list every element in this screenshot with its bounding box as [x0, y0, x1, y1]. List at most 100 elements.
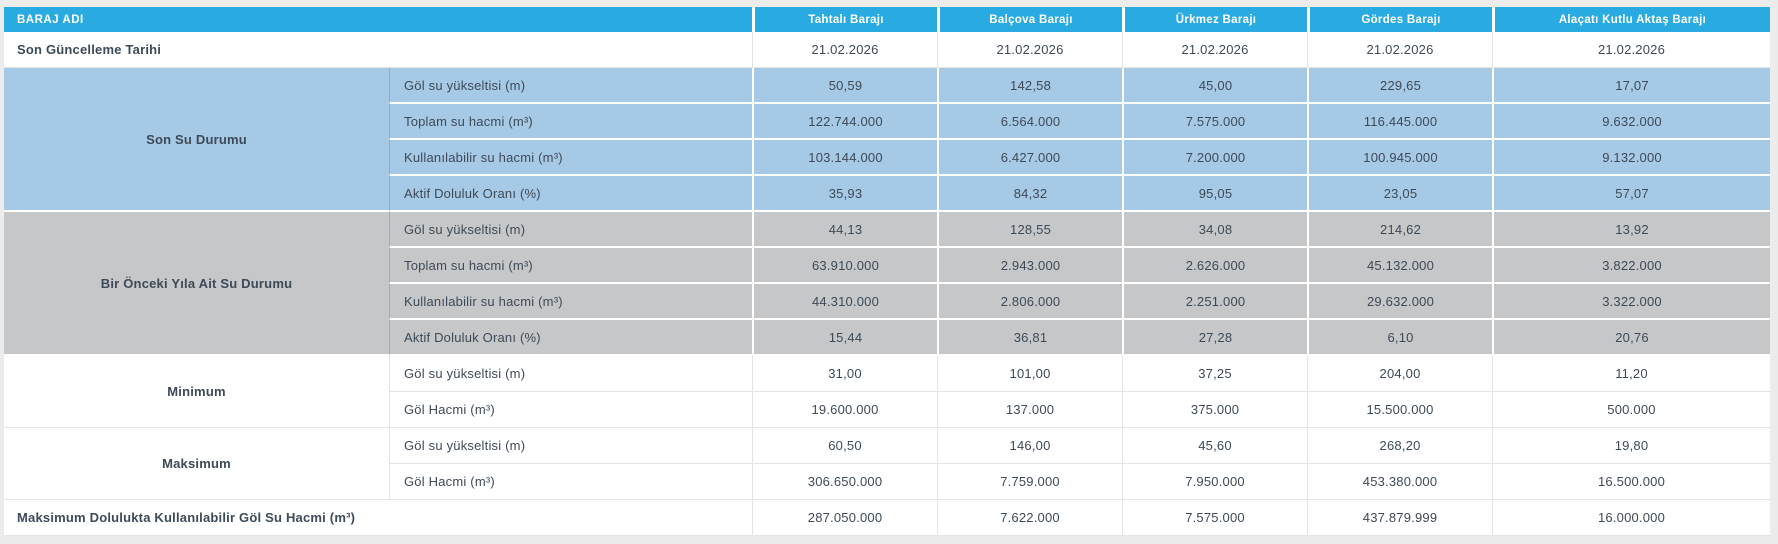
metric-value: 453.380.000	[1307, 464, 1493, 500]
metric-value: 95,05	[1122, 176, 1308, 212]
metric-row: Son Su Durumu Göl su yükseltisi (m) 50,59 1…	[4, 68, 1770, 212]
metric-value: 128,55	[937, 212, 1123, 248]
section-label: Son Su Durumu	[4, 68, 389, 212]
metric-row: Minimum Göl su yükseltisi (m) 31,00 101,00 3…	[4, 356, 1770, 428]
last-update-value: 21.02.2026	[752, 32, 938, 68]
metric-value: 6.564.000	[937, 104, 1123, 140]
metric-label: Göl Hacmi (m³)	[389, 464, 753, 500]
last-update-value: 21.02.2026	[1492, 32, 1770, 68]
footer-row: Maksimum Dolulukta Kullanılabilir Göl Su…	[4, 500, 1770, 536]
metric-value: 146,00	[937, 428, 1123, 464]
metric-value: 6.427.000	[937, 140, 1123, 176]
metric-label: Göl Hacmi (m³)	[389, 392, 753, 428]
metric-value: 9.632.000	[1492, 104, 1770, 140]
metric-row: Bir Önceki Yıla Ait Su Durumu Göl su yüks…	[4, 212, 1770, 356]
metric-value: 84,32	[937, 176, 1123, 212]
metric-value: 27,28	[1122, 320, 1308, 356]
metric-value: 15.500.000	[1307, 392, 1493, 428]
metric-row: Toplam su hacmi (m³) 122.744.000 6.564.000…	[4, 104, 1770, 140]
footer-value: 7.622.000	[937, 500, 1123, 536]
metric-value: 17,07	[1492, 68, 1770, 104]
dam-column-header: Alaçatı Kutlu Aktaş Barajı	[1492, 7, 1770, 32]
metric-value: 60,50	[752, 428, 938, 464]
metric-value: 57,07	[1492, 176, 1770, 212]
metric-value: 23,05	[1307, 176, 1493, 212]
section-label: Minimum	[4, 356, 389, 428]
last-update-value: 21.02.2026	[1122, 32, 1308, 68]
metric-value: 122.744.000	[752, 104, 938, 140]
metric-value: 229,65	[1307, 68, 1493, 104]
metric-row: Kullanılabilir su hacmi (m³) 44.310.000 2.…	[4, 284, 1770, 320]
last-update-value: 21.02.2026	[1307, 32, 1493, 68]
metric-label: Kullanılabilir su hacmi (m³)	[389, 140, 753, 176]
metric-value: 45,00	[1122, 68, 1308, 104]
footer-value: 7.575.000	[1122, 500, 1308, 536]
metric-label: Kullanılabilir su hacmi (m³)	[389, 284, 753, 320]
metric-label: Aktif Doluluk Oranı (%)	[389, 176, 753, 212]
metric-value: 214,62	[1307, 212, 1493, 248]
metric-row: Maksimum Göl su yükseltisi (m) 60,50 146,00…	[4, 428, 1770, 500]
metric-value: 6,10	[1307, 320, 1493, 356]
metric-value: 116.445.000	[1307, 104, 1493, 140]
metric-value: 7.759.000	[937, 464, 1123, 500]
dam-column-header: Ürkmez Barajı	[1122, 7, 1308, 32]
metric-value: 31,00	[752, 356, 938, 392]
metric-value: 2.806.000	[937, 284, 1123, 320]
metric-value: 2.626.000	[1122, 248, 1308, 284]
metric-value: 7.575.000	[1122, 104, 1308, 140]
metric-label: Toplam su hacmi (m³)	[389, 104, 753, 140]
footer-value: 287.050.000	[752, 500, 938, 536]
footer-value: 16.000.000	[1492, 500, 1770, 536]
metric-value: 268,20	[1307, 428, 1493, 464]
metric-value: 7.200.000	[1122, 140, 1308, 176]
metric-value: 45.132.000	[1307, 248, 1493, 284]
metric-label: Göl su yükseltisi (m)	[389, 356, 753, 392]
metric-value: 2.251.000	[1122, 284, 1308, 320]
last-update-row: Son Güncelleme Tarihi 21.02.2026 21.02.202…	[4, 32, 1770, 68]
metric-label: Göl su yükseltisi (m)	[389, 212, 753, 248]
metric-label: Göl su yükseltisi (m)	[389, 428, 753, 464]
dam-column-header: Gördes Barajı	[1307, 7, 1493, 32]
metric-value: 3.822.000	[1492, 248, 1770, 284]
metric-value: 19,80	[1492, 428, 1770, 464]
metric-value: 35,93	[752, 176, 938, 212]
metric-value: 29.632.000	[1307, 284, 1493, 320]
metric-value: 45,60	[1122, 428, 1308, 464]
metric-value: 2.943.000	[937, 248, 1123, 284]
metric-value: 103.144.000	[752, 140, 938, 176]
metric-value: 11,20	[1492, 356, 1770, 392]
table-header-row: BARAJ ADI Tahtalı Barajı Balçova Barajı Ür…	[4, 7, 1770, 32]
metric-label: Toplam su hacmi (m³)	[389, 248, 753, 284]
section-label: Bir Önceki Yıla Ait Su Durumu	[4, 212, 389, 356]
metric-value: 9.132.000	[1492, 140, 1770, 176]
dam-column-header: Tahtalı Barajı	[752, 7, 938, 32]
metric-label: Göl su yükseltisi (m)	[389, 68, 753, 104]
metric-value: 37,25	[1122, 356, 1308, 392]
metric-row: Aktif Doluluk Oranı (%) 15,44 36,81 27,28 6,…	[4, 320, 1770, 356]
metric-value: 20,76	[1492, 320, 1770, 356]
metric-value: 19.600.000	[752, 392, 938, 428]
metric-value: 500.000	[1492, 392, 1770, 428]
metric-value: 63.910.000	[752, 248, 938, 284]
metric-value: 101,00	[937, 356, 1123, 392]
section-label: Maksimum	[4, 428, 389, 500]
dam-status-table: BARAJ ADI Tahtalı Barajı Balçova Barajı Ür…	[4, 7, 1770, 536]
metric-value: 3.322.000	[1492, 284, 1770, 320]
metric-value: 7.950.000	[1122, 464, 1308, 500]
metric-value: 13,92	[1492, 212, 1770, 248]
metric-value: 50,59	[752, 68, 938, 104]
metric-value: 34,08	[1122, 212, 1308, 248]
metric-value: 306.650.000	[752, 464, 938, 500]
metric-value: 137.000	[937, 392, 1123, 428]
dam-column-header: Balçova Barajı	[937, 7, 1123, 32]
metric-value: 44,13	[752, 212, 938, 248]
metric-row: Aktif Doluluk Oranı (%) 35,93 84,32 95,05 23…	[4, 176, 1770, 212]
footer-value: 437.879.999	[1307, 500, 1493, 536]
metric-label: Aktif Doluluk Oranı (%)	[389, 320, 753, 356]
row-label: Maksimum Dolulukta Kullanılabilir Göl Su…	[4, 500, 753, 536]
metric-value: 15,44	[752, 320, 938, 356]
metric-row: Kullanılabilir su hacmi (m³) 103.144.000 6…	[4, 140, 1770, 176]
metric-value: 204,00	[1307, 356, 1493, 392]
metric-value: 375.000	[1122, 392, 1308, 428]
